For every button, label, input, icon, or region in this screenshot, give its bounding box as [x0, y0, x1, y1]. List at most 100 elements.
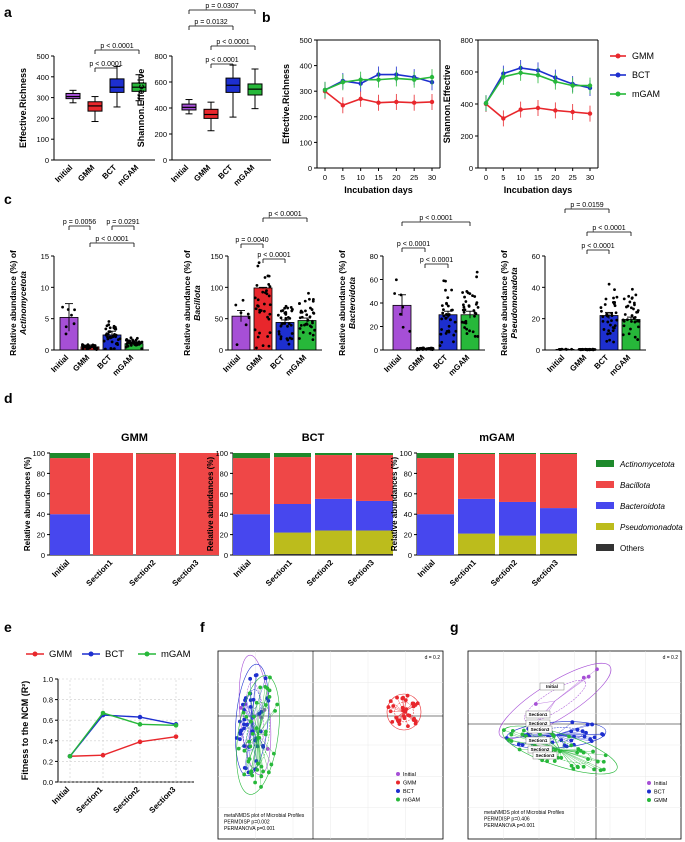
- d3-segment-bacteroidota: [499, 501, 536, 536]
- g-mgam-spoke: [559, 749, 574, 769]
- c3-data-point: [401, 305, 405, 309]
- c4-data-point: [611, 300, 615, 304]
- c4-data-point: [613, 304, 617, 308]
- e-point-gmm: [173, 734, 179, 739]
- d1-segment-bacteroidota: [50, 514, 90, 555]
- c3-data-point: [465, 327, 469, 331]
- c2-data-point: [256, 264, 260, 268]
- f-gmm-point: [395, 695, 399, 700]
- c4-y-tick-label: 20: [532, 315, 540, 324]
- g-group-label: Section2: [529, 721, 548, 726]
- c3-data-point: [439, 332, 443, 336]
- c4-x-tick-label: mGAM: [608, 353, 633, 378]
- c3-data-point: [462, 303, 465, 307]
- c2-data-point: [261, 290, 265, 294]
- c2-data-point: [286, 316, 290, 319]
- c4-data-point: [581, 348, 585, 351]
- c4-data-point: [629, 327, 632, 331]
- d1-y-tick-label: 100: [32, 449, 45, 458]
- c4-data-point: [627, 332, 631, 336]
- b2-point-mgam: [570, 83, 575, 88]
- c4-data-point: [608, 331, 612, 335]
- c3-data-point: [473, 295, 477, 298]
- c4-data-point: [608, 338, 612, 342]
- c1-data-point: [102, 339, 106, 343]
- f-mgam-spoke: [257, 687, 261, 736]
- c1-y-tick-label: 5: [45, 315, 49, 324]
- b2-x-tick-label: 0: [484, 173, 488, 182]
- f-mgam-spoke: [249, 693, 259, 736]
- f-mgam-spoke: [257, 690, 270, 736]
- e-y-label: Fitness to the NCM (R²): [20, 681, 30, 781]
- f-legend-label-initial: Initial: [403, 772, 416, 778]
- b2-y-label: Shannon.Effective: [442, 65, 452, 144]
- f-mgam-point: [268, 675, 272, 680]
- c2-y-label: Relative abundance (%) of: [182, 250, 192, 356]
- f-bct-spoke: [249, 678, 253, 721]
- c2-data-point: [300, 315, 304, 319]
- c2-data-point: [261, 344, 265, 348]
- f-gmm-spoke: [403, 700, 406, 713]
- a2-x-tick-label: BCT: [216, 163, 234, 181]
- f-mgam-spoke: [257, 734, 262, 787]
- panel-label-f: f: [200, 619, 205, 635]
- legend-e-marker: [144, 651, 150, 657]
- f-bct-point: [242, 726, 246, 731]
- a1-y-tick-label: 300: [36, 94, 49, 103]
- g-group-label: Initial: [546, 684, 558, 689]
- c4-data-point: [633, 320, 637, 324]
- c4-data-point: [628, 300, 632, 304]
- c3-data-point: [431, 348, 434, 351]
- f-bct-point: [242, 744, 246, 748]
- g-group-label-box: [532, 751, 558, 760]
- c2-data-point: [303, 299, 307, 303]
- c3-y-tick-label: 80: [370, 252, 378, 261]
- c3-bar-mgam: [460, 314, 480, 351]
- b2-x-tick-label: 30: [586, 173, 594, 182]
- c2-data-point: [241, 298, 245, 302]
- c4-data-point: [601, 320, 605, 323]
- c1-data-point: [61, 305, 64, 309]
- g-mgam-point: [521, 728, 526, 733]
- d3-segment-others: [458, 553, 495, 555]
- c2-data-point: [253, 296, 257, 300]
- c4-data-point: [621, 333, 625, 337]
- g-mgam-point: [569, 743, 574, 748]
- c2-data-point: [255, 283, 259, 287]
- c2-x-tick-label: GMM: [244, 353, 264, 373]
- c1-data-point: [107, 323, 111, 327]
- f-mgam-point: [261, 769, 266, 774]
- c2-data-point: [304, 309, 307, 313]
- g-mgam-point: [540, 758, 545, 763]
- c2-data-point: [258, 310, 262, 314]
- g-mgam-point: [603, 753, 608, 758]
- g-bct-point: [516, 742, 521, 747]
- f-mgam-spoke: [257, 734, 270, 773]
- c1-data-point: [70, 313, 73, 317]
- c2-data-point: [311, 299, 315, 303]
- legend-b-marker: [615, 91, 621, 97]
- f-gmm-point: [401, 695, 405, 700]
- d2-segment-bacillota: [356, 455, 393, 501]
- c2-data-point: [257, 261, 261, 265]
- b1-x-tick-label: 30: [428, 173, 436, 182]
- b2-x-tick-label: 15: [534, 173, 542, 182]
- c2-data-point: [247, 316, 251, 320]
- c1-data-point: [126, 344, 129, 348]
- g-mgam-point: [601, 767, 606, 772]
- g-bct-spoke: [555, 734, 572, 741]
- f-mgam-spoke: [252, 734, 259, 776]
- c1-data-point: [83, 345, 87, 349]
- g-legend-marker: [647, 781, 651, 785]
- c3-data-point: [450, 288, 454, 292]
- b1-x-tick-label: 5: [341, 173, 345, 182]
- d3-x-tick-label: Initial: [416, 558, 437, 579]
- d2-y-tick-label: 80: [220, 469, 228, 478]
- legend-d-label: Bacteroidota: [620, 502, 665, 511]
- a2-x-tick-label: mGAM: [232, 163, 257, 188]
- a1-x-tick-label: mGAM: [116, 163, 141, 188]
- f-caption: metaNMDS plot of Microbial Profiles: [224, 813, 305, 819]
- b1-x-tick-label: 0: [323, 173, 327, 182]
- d2-segment-bacteroidota: [356, 500, 393, 531]
- g-mgam-point: [578, 748, 583, 753]
